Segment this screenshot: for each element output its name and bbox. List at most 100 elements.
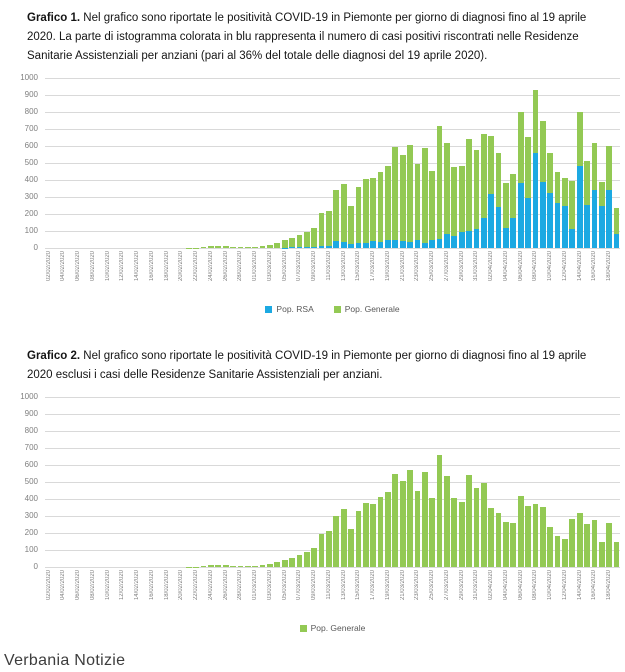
x-tick-label: 04/04/2020 <box>502 570 509 601</box>
bar <box>451 397 458 567</box>
bar-segment-pop-generale <box>591 520 598 567</box>
x-tick-label: 08/02/2020 <box>89 251 96 282</box>
x-tick <box>480 567 487 620</box>
bar <box>583 78 590 248</box>
x-tick <box>229 248 236 301</box>
x-tick-label: 06/02/2020 <box>75 251 82 282</box>
x-tick: 12/02/2020 <box>119 567 126 620</box>
bar-segment-pop-generale <box>318 213 325 247</box>
bar-segment-pop-rsa <box>458 231 465 248</box>
x-tick: 14/04/2020 <box>576 248 583 301</box>
bar-segment-pop-generale <box>473 150 480 230</box>
bar-segment-pop-generale <box>289 557 295 567</box>
bar-segment-pop-generale <box>576 512 583 567</box>
x-tick-label: 06/02/2020 <box>75 570 82 601</box>
bar-segment-pop-rsa <box>333 241 340 248</box>
x-tick-label: 27/03/2020 <box>443 251 450 282</box>
bar <box>414 397 421 567</box>
gridline-100 <box>45 550 620 551</box>
bar-segment-pop-rsa <box>421 242 428 248</box>
y-tick-label-1000: 1000 <box>20 73 38 82</box>
x-tick <box>480 248 487 301</box>
bar-segment-pop-generale <box>458 501 465 567</box>
bar-segment-pop-rsa <box>466 231 472 248</box>
bar <box>193 78 200 248</box>
x-tick: 04/04/2020 <box>502 248 509 301</box>
bar <box>156 78 163 248</box>
x-tick: 29/03/2020 <box>458 248 465 301</box>
x-tick <box>97 567 104 620</box>
x-tick: 25/03/2020 <box>429 248 436 301</box>
bar <box>119 78 126 248</box>
x-tick-label: 28/02/2020 <box>237 251 244 282</box>
bar <box>480 78 487 248</box>
bar-segment-pop-generale <box>576 112 583 167</box>
bar-segment-pop-rsa <box>576 166 583 248</box>
bar <box>347 397 354 567</box>
bar-segment-pop-rsa <box>370 241 377 248</box>
x-tick: 10/02/2020 <box>104 567 111 620</box>
x-tick: 02/02/2020 <box>45 567 52 620</box>
bar <box>561 397 568 567</box>
bar-segment-pop-generale <box>303 551 310 567</box>
bar <box>517 78 524 248</box>
bar <box>377 397 384 567</box>
chart-grafico-2: 0 100 200 300 400 500 600 700 800 900 1000 02/02/2… <box>0 393 625 636</box>
x-tick: 14/04/2020 <box>576 567 583 620</box>
bar-segment-pop-generale <box>547 527 554 567</box>
x-tick: 16/04/2020 <box>591 248 598 301</box>
gridline-300 <box>45 516 620 517</box>
x-tick: 08/04/2020 <box>532 248 539 301</box>
x-tick: 26/02/2020 <box>222 567 229 620</box>
bar <box>148 397 155 567</box>
bar <box>170 78 177 248</box>
bar-segment-pop-generale <box>326 531 332 567</box>
x-tick-label: 15/03/2020 <box>355 570 362 601</box>
bar-segment-pop-generale <box>399 155 406 242</box>
bar-segment-pop-rsa <box>488 194 495 248</box>
gridline-600 <box>45 465 620 466</box>
bar-segment-pop-rsa <box>326 246 332 248</box>
x-tick-label: 12/02/2020 <box>119 251 126 282</box>
bar-segment-pop-generale <box>230 246 236 248</box>
bar <box>443 397 450 567</box>
x-tick: 10/02/2020 <box>104 248 111 301</box>
bar <box>510 397 517 567</box>
chart-1-bar-group <box>45 78 620 248</box>
x-tick <box>200 248 207 301</box>
bar-segment-pop-generale <box>451 498 458 567</box>
bar <box>613 78 620 248</box>
bar <box>547 397 554 567</box>
chart-2-bar-group <box>45 397 620 567</box>
x-tick-label: 17/03/2020 <box>370 570 377 601</box>
x-tick-label: 08/04/2020 <box>532 570 539 601</box>
bar-segment-pop-generale <box>444 476 450 567</box>
x-tick <box>318 248 325 301</box>
x-tick-label: 14/04/2020 <box>576 570 583 601</box>
x-tick-label: 28/02/2020 <box>237 570 244 601</box>
bar <box>229 78 236 248</box>
bar-segment-pop-generale <box>267 563 273 567</box>
bar <box>89 397 96 567</box>
bar <box>591 397 598 567</box>
x-tick: 28/02/2020 <box>237 567 244 620</box>
x-tick <box>229 567 236 620</box>
x-tick: 01/03/2020 <box>252 248 259 301</box>
grafico1-caption: Grafico 1. Nel grafico sono riportate le… <box>27 0 598 66</box>
x-tick <box>97 248 104 301</box>
bar-segment-pop-rsa <box>311 246 318 248</box>
x-tick-label: 22/02/2020 <box>193 251 200 282</box>
x-tick: 09/03/2020 <box>311 567 318 620</box>
bar-segment-pop-rsa <box>562 206 568 248</box>
bar-segment-pop-generale <box>532 89 539 153</box>
x-tick: 17/03/2020 <box>370 567 377 620</box>
bar <box>318 397 325 567</box>
gridline-200 <box>45 533 620 534</box>
x-tick <box>347 248 354 301</box>
bar-segment-pop-generale <box>252 246 259 248</box>
x-tick: 22/02/2020 <box>193 567 200 620</box>
x-tick: 02/02/2020 <box>45 248 52 301</box>
bar <box>384 78 391 248</box>
bar-segment-pop-generale <box>333 516 340 567</box>
bar-segment-pop-generale <box>407 470 413 567</box>
